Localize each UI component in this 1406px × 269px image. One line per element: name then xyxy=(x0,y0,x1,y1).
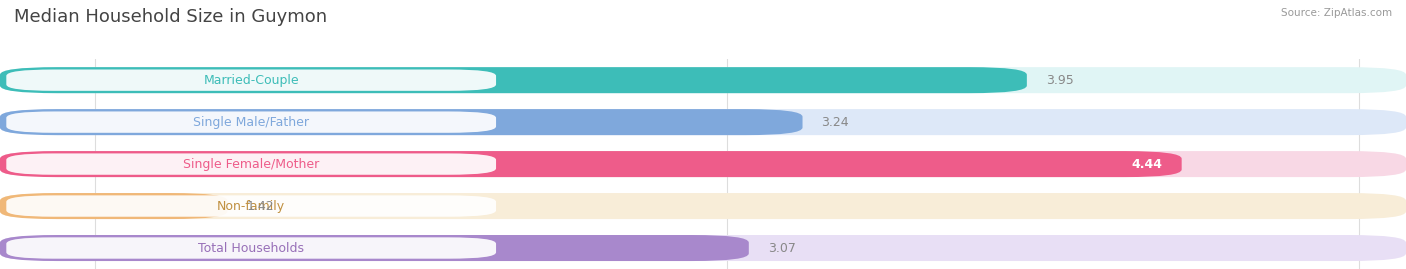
FancyBboxPatch shape xyxy=(0,235,1406,261)
FancyBboxPatch shape xyxy=(6,195,496,217)
Text: 3.07: 3.07 xyxy=(768,242,796,254)
Text: Non-family: Non-family xyxy=(217,200,285,213)
Text: Median Household Size in Guymon: Median Household Size in Guymon xyxy=(14,8,328,26)
Text: Single Female/Mother: Single Female/Mother xyxy=(183,158,319,171)
Text: Total Households: Total Households xyxy=(198,242,304,254)
FancyBboxPatch shape xyxy=(0,151,1406,177)
FancyBboxPatch shape xyxy=(6,153,496,175)
FancyBboxPatch shape xyxy=(0,67,1406,93)
Text: 4.44: 4.44 xyxy=(1132,158,1163,171)
FancyBboxPatch shape xyxy=(0,151,1181,177)
FancyBboxPatch shape xyxy=(0,193,228,219)
FancyBboxPatch shape xyxy=(6,69,496,91)
FancyBboxPatch shape xyxy=(0,193,1406,219)
Text: 1.42: 1.42 xyxy=(246,200,274,213)
FancyBboxPatch shape xyxy=(0,235,749,261)
Text: Married-Couple: Married-Couple xyxy=(204,74,299,87)
Text: Source: ZipAtlas.com: Source: ZipAtlas.com xyxy=(1281,8,1392,18)
Text: Single Male/Father: Single Male/Father xyxy=(193,116,309,129)
FancyBboxPatch shape xyxy=(0,109,1406,135)
FancyBboxPatch shape xyxy=(0,67,1026,93)
Text: 3.24: 3.24 xyxy=(821,116,849,129)
FancyBboxPatch shape xyxy=(0,109,803,135)
FancyBboxPatch shape xyxy=(6,111,496,133)
FancyBboxPatch shape xyxy=(6,237,496,259)
Text: 3.95: 3.95 xyxy=(1046,74,1074,87)
